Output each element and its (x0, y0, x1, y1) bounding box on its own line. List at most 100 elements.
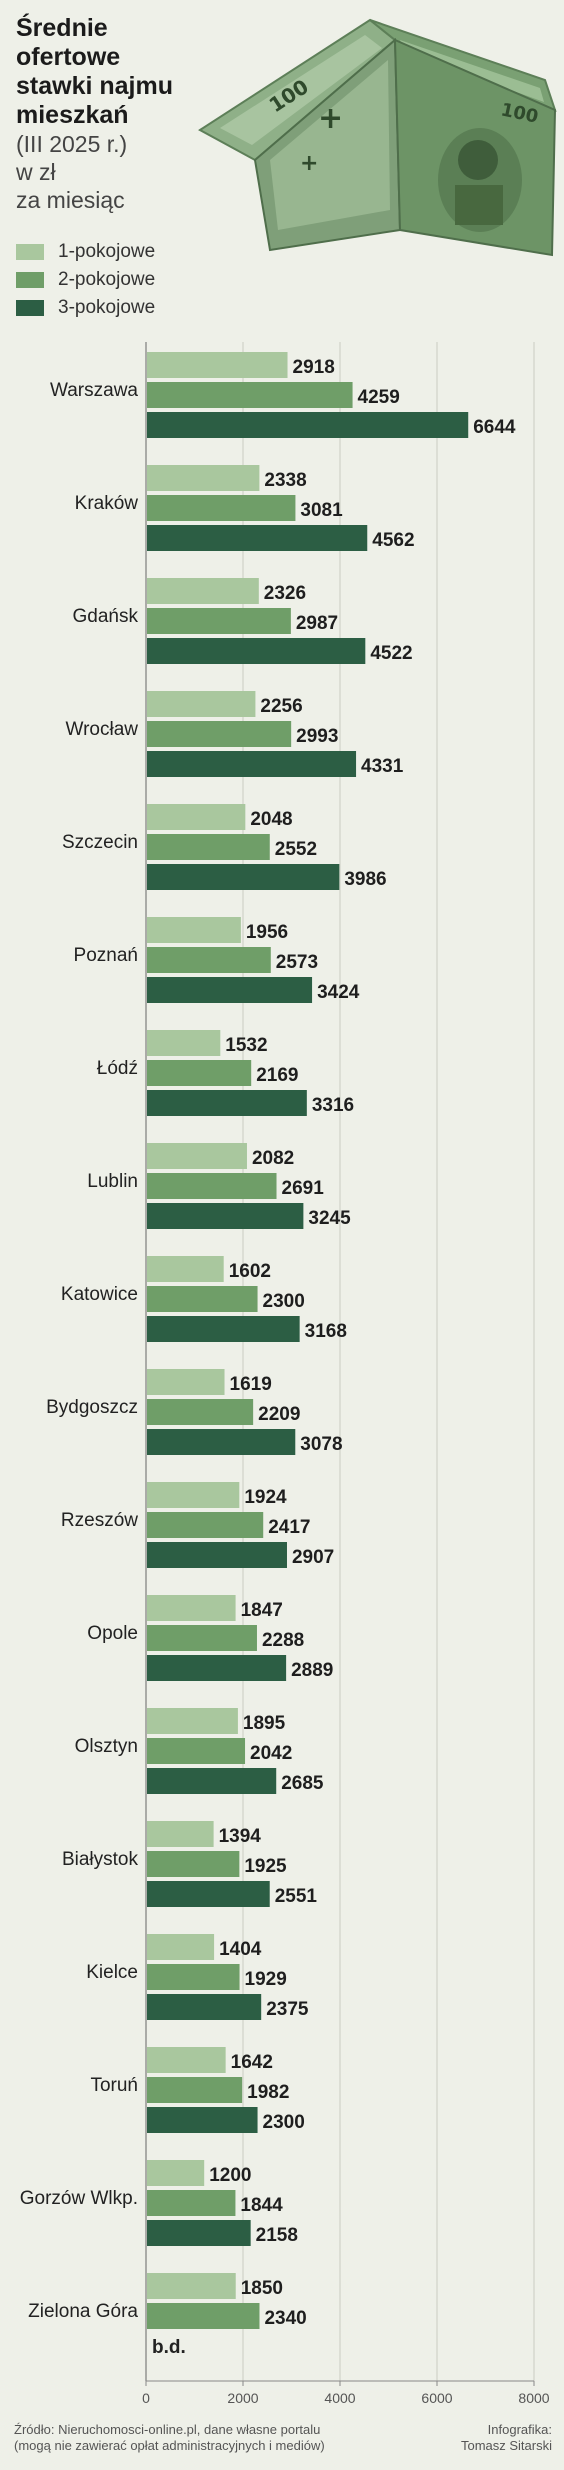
bar-0-2 (147, 412, 469, 438)
bar-value-label-13-1: 1925 (244, 1856, 287, 1877)
svg-text:+: + (318, 101, 343, 136)
category-label-12: Olsztyn (75, 1736, 138, 1757)
category-label-14: Kielce (86, 1962, 138, 1983)
legend-item-2: 2-pokojowe (16, 266, 155, 294)
x-tick-label-4: 8000 (518, 2390, 549, 2406)
bar-value-label-7-1: 2691 (282, 1178, 325, 1199)
bar-value-label-16-2: 2158 (256, 2225, 298, 2246)
category-label-7: Lublin (87, 1171, 138, 1192)
bar-14-0 (147, 1934, 215, 1960)
bar-value-label-1-2: 4562 (372, 530, 414, 551)
bar-13-0 (147, 1821, 214, 1847)
category-label-5: Poznań (74, 945, 138, 966)
bar-13-2 (147, 1881, 270, 1907)
bar-12-0 (147, 1708, 238, 1734)
bar-7-2 (147, 1203, 304, 1229)
bar-value-label-8-1: 2300 (263, 1291, 305, 1312)
legend-item-1: 1-pokojowe (16, 238, 155, 266)
bar-16-2 (147, 2220, 251, 2246)
bar-15-2 (147, 2107, 258, 2133)
bar-17-0 (147, 2273, 236, 2299)
bar-value-label-5-0: 1956 (246, 922, 288, 943)
bar-value-label-4-0: 2048 (250, 809, 292, 830)
x-tick-label-0: 0 (142, 2390, 150, 2406)
legend-label-1: 1-pokojowe (58, 241, 156, 262)
bar-6-2 (147, 1090, 307, 1116)
bar-15-1 (147, 2077, 243, 2103)
bar-10-0 (147, 1482, 240, 1508)
bar-3-2 (147, 751, 357, 777)
category-label-15: Toruń (90, 2075, 138, 2096)
bar-value-label-2-2: 4522 (370, 643, 412, 664)
bar-16-0 (147, 2160, 205, 2186)
category-label-10: Rzeszów (61, 1510, 138, 1531)
bar-10-2 (147, 1542, 287, 1568)
bar-value-label-12-1: 2042 (250, 1743, 292, 1764)
chart-title: Średnie ofertowe stawki najmu mieszkań (16, 14, 173, 129)
bar-4-1 (147, 834, 270, 860)
missing-value-label-17: b.d. (152, 2337, 186, 2358)
bar-value-label-15-2: 2300 (263, 2112, 305, 2133)
bar-11-2 (147, 1655, 287, 1681)
category-label-13: Białystok (62, 1849, 139, 1870)
bar-6-0 (147, 1030, 221, 1056)
banknote-house-illustration: 100 100 + + (198, 18, 557, 257)
bar-14-1 (147, 1964, 240, 1990)
bar-16-1 (147, 2190, 236, 2216)
bar-value-label-3-2: 4331 (361, 756, 404, 777)
bar-value-label-10-0: 1924 (244, 1487, 287, 1508)
bar-value-label-6-1: 2169 (256, 1065, 298, 1086)
bar-8-0 (147, 1256, 224, 1282)
bar-value-label-13-0: 1394 (219, 1826, 262, 1847)
source-note: Źródło: Nieruchomosci-online.pl, dane wł… (14, 2422, 325, 2453)
bar-value-label-12-2: 2685 (281, 1773, 324, 1794)
bar-value-label-11-2: 2889 (291, 1660, 333, 1681)
bar-7-0 (147, 1143, 247, 1169)
bar-17-1 (147, 2303, 260, 2329)
bar-value-label-13-2: 2551 (275, 1886, 318, 1907)
bar-value-label-15-1: 1982 (247, 2082, 289, 2103)
bar-12-1 (147, 1738, 246, 1764)
bar-value-label-12-0: 1895 (243, 1713, 286, 1734)
bar-value-label-5-2: 3424 (317, 982, 360, 1003)
category-label-17: Zielona Góra (28, 2301, 138, 2322)
bar-value-label-3-1: 2993 (296, 726, 338, 747)
bar-value-label-11-1: 2288 (262, 1630, 304, 1651)
credit-note: Infografika: Tomasz Sitarski (460, 2422, 552, 2453)
legend-label-3: 3-pokojowe (58, 297, 156, 318)
legend-swatch-2 (16, 272, 44, 288)
svg-text:+: + (300, 151, 318, 176)
bar-0-1 (147, 382, 353, 408)
legend-item-3: 3-pokojowe (16, 294, 155, 322)
bar-9-2 (147, 1429, 296, 1455)
category-label-3: Wrocław (66, 719, 139, 740)
bar-value-label-8-2: 3168 (305, 1321, 347, 1342)
bar-value-label-14-0: 1404 (219, 1939, 262, 1960)
bar-3-1 (147, 721, 292, 747)
bar-value-label-17-0: 1850 (241, 2278, 283, 2299)
bar-6-1 (147, 1060, 252, 1086)
legend-swatch-1 (16, 244, 44, 260)
bar-value-label-16-0: 1200 (209, 2165, 251, 2186)
bar-3-0 (147, 691, 256, 717)
x-tick-label-2: 4000 (324, 2390, 355, 2406)
bar-value-label-6-2: 3316 (312, 1095, 354, 1116)
legend-label-2: 2-pokojowe (58, 269, 156, 290)
x-tick-label-1: 2000 (227, 2390, 258, 2406)
bar-2-2 (147, 638, 366, 664)
bar-1-1 (147, 495, 296, 521)
bar-value-label-7-0: 2082 (252, 1148, 294, 1169)
chart-subtitle: (III 2025 r.) w zł za miesiąc (16, 131, 128, 213)
bar-14-2 (147, 1994, 262, 2020)
bar-4-0 (147, 804, 246, 830)
bar-value-label-1-0: 2338 (264, 470, 306, 491)
bar-value-label-6-0: 1532 (225, 1035, 267, 1056)
bar-value-label-4-2: 3986 (344, 869, 386, 890)
category-label-16: Gorzów Wlkp. (20, 2188, 138, 2209)
category-label-4: Szczecin (62, 832, 138, 853)
bar-5-1 (147, 947, 271, 973)
category-label-2: Gdańsk (73, 606, 139, 627)
bar-value-label-16-1: 1844 (240, 2195, 283, 2216)
bar-11-0 (147, 1595, 236, 1621)
bar-8-2 (147, 1316, 300, 1342)
